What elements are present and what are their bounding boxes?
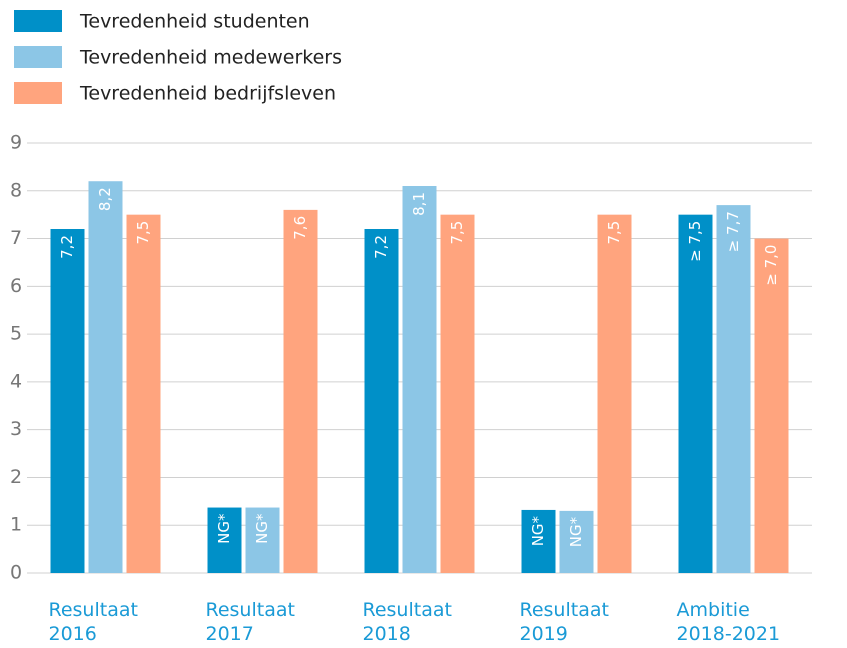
bar-value-label: 8,2: [96, 187, 114, 211]
bar-value-label: NG*: [529, 515, 547, 546]
legend-label: Tevredenheid studenten: [79, 11, 310, 33]
bar-value-label: ≥ 7,5: [686, 221, 704, 262]
bar-value-label: 7,5: [134, 221, 152, 245]
bar-value-label: ≥ 7,7: [724, 211, 742, 252]
bar-value-label: 8,1: [410, 192, 428, 216]
x-tick-label: Resultaat 2018: [362, 599, 452, 645]
bar: [559, 510, 594, 573]
bar-value-label: 7,2: [372, 235, 390, 259]
bar-value-label: NG*: [215, 513, 233, 544]
y-tick-label: 4: [10, 370, 22, 392]
bar-value-label: 7,5: [605, 221, 623, 245]
x-tick-label: Resultaat 2019: [519, 599, 609, 645]
x-tick-label: Ambitie 2018-2021: [676, 599, 781, 645]
y-tick-label: 2: [10, 466, 22, 488]
y-tick-label: 5: [10, 323, 22, 345]
bar-value-label: 7,5: [448, 221, 466, 245]
legend-swatch: [14, 10, 62, 32]
bar: [716, 205, 751, 573]
bar: [402, 186, 437, 573]
y-tick-label: 8: [10, 179, 22, 201]
bar-value-label: NG*: [253, 513, 271, 544]
x-tick-label: Resultaat 2017: [205, 599, 295, 645]
bar: [50, 229, 85, 573]
bar: [364, 229, 399, 573]
y-tick-label: 9: [10, 132, 22, 154]
legend-label: Tevredenheid bedrijfsleven: [79, 83, 336, 105]
bar: [207, 507, 242, 573]
legend-label: Tevredenheid medewerkers: [79, 47, 342, 69]
bar-value-label: NG*: [567, 516, 585, 547]
bar: [678, 214, 713, 573]
bar: [245, 507, 280, 573]
x-tick-label: Resultaat 2016: [48, 599, 138, 645]
bar: [88, 181, 123, 573]
legend-swatch: [14, 46, 62, 68]
bar: [126, 214, 161, 573]
y-tick-label: 7: [10, 227, 22, 249]
y-tick-label: 3: [10, 418, 22, 440]
bar-value-label: 7,2: [58, 235, 76, 259]
bar: [597, 214, 632, 573]
legend-swatch: [14, 82, 62, 104]
bar: [754, 238, 789, 574]
bar: [440, 214, 475, 573]
bar: [283, 209, 318, 573]
bar-value-label: ≥ 7,0: [762, 245, 780, 286]
y-tick-label: 0: [10, 562, 22, 584]
y-tick-label: 1: [10, 514, 22, 536]
y-tick-label: 6: [10, 275, 22, 297]
bar-value-label: 7,6: [291, 216, 309, 240]
bar: [521, 509, 556, 573]
